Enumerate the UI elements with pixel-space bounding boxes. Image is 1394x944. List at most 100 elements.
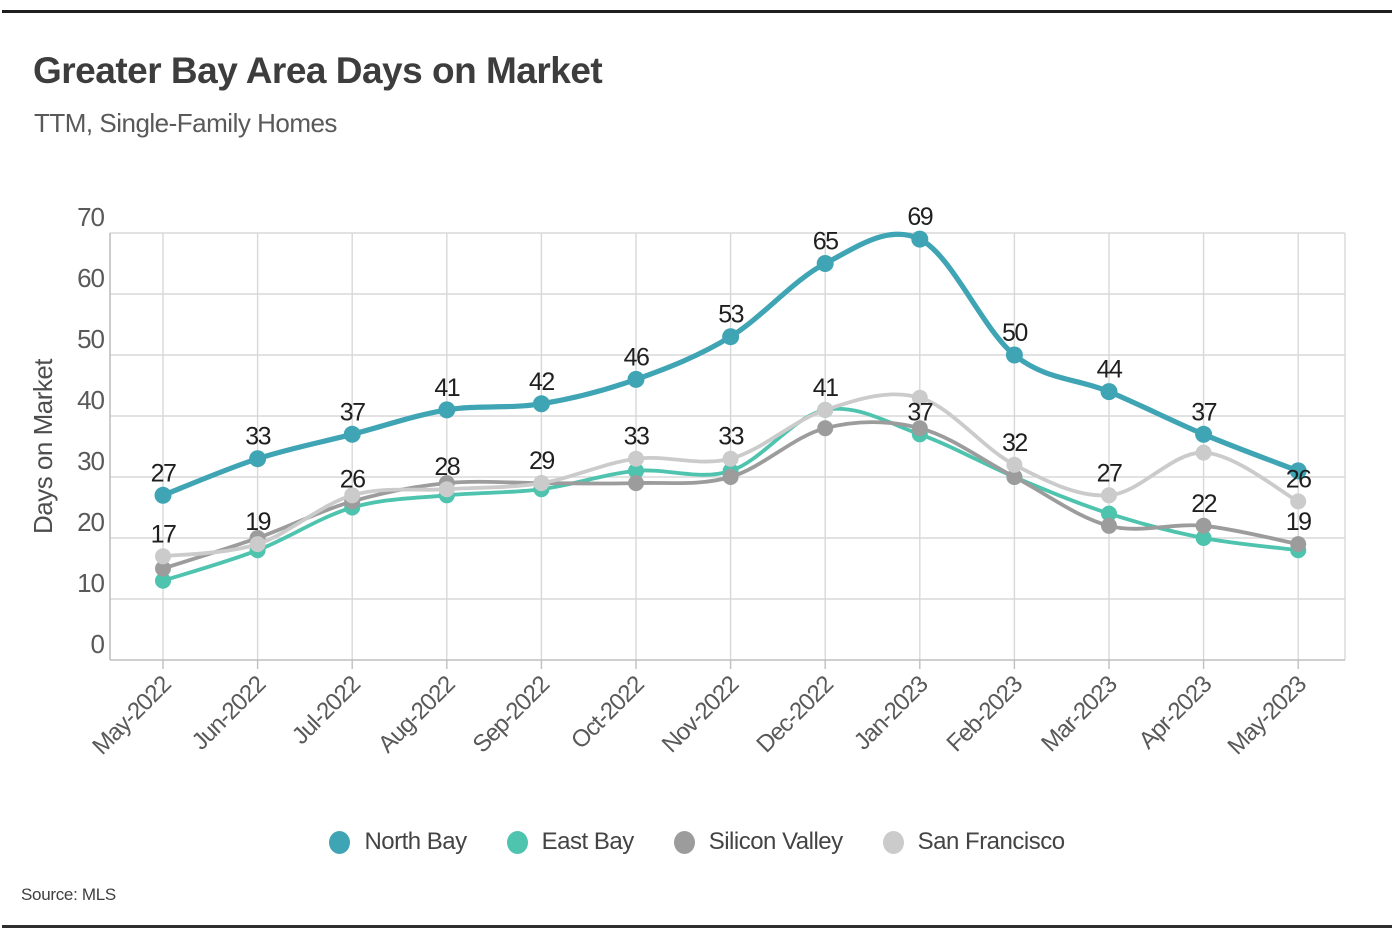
data-label: 44 (1097, 356, 1123, 384)
data-label: 42 (529, 368, 554, 396)
data-point-silicon-valley (722, 469, 739, 485)
data-label: 33 (624, 423, 649, 451)
data-point-east-bay (155, 572, 171, 589)
data-point-san-francisco (1101, 487, 1117, 504)
data-point-north-bay (1195, 425, 1213, 443)
x-tick-label: May-2023 (1223, 671, 1312, 760)
data-point-san-francisco (249, 536, 266, 553)
data-point-east-bay (1195, 530, 1212, 546)
chart-legend: North Bay East Bay Silicon Valley San Franc… (0, 828, 1394, 856)
data-point-north-bay (1005, 346, 1023, 364)
x-tick-label: Feb-2023 (942, 671, 1029, 758)
x-tick-label: Nov-2022 (657, 671, 744, 758)
data-label: 53 (718, 301, 743, 329)
data-point-san-francisco (911, 389, 928, 406)
x-tick-label: Jan-2023 (849, 671, 934, 756)
data-point-east-bay (628, 462, 644, 479)
y-tick-label: 30 (77, 446, 104, 476)
data-label: 17 (151, 520, 176, 548)
data-label: 50 (1002, 319, 1027, 347)
data-point-east-bay (1101, 505, 1117, 522)
data-label: 37 (340, 398, 365, 426)
y-tick-label: 20 (77, 507, 104, 537)
x-tick-label: Apr-2023 (1134, 671, 1218, 755)
legend-swatch-icon (329, 830, 351, 854)
data-label: 46 (624, 343, 649, 371)
page-title: Greater Bay Area Days on Market (33, 50, 603, 91)
legend-label: Silicon Valley (708, 828, 843, 855)
data-point-silicon-valley (817, 420, 834, 437)
data-label: 27 (151, 459, 176, 487)
legend-item-north-bay: North Bay (329, 828, 467, 856)
data-point-san-francisco (533, 475, 550, 492)
data-label: 41 (434, 374, 459, 402)
data-label: 19 (245, 508, 270, 536)
data-label: 37 (907, 398, 932, 426)
legend-label: San Francisco (917, 828, 1065, 855)
data-point-san-francisco (628, 450, 644, 467)
y-tick-label: 60 (77, 263, 104, 293)
data-point-san-francisco (438, 481, 455, 498)
data-point-north-bay (154, 486, 172, 504)
data-point-san-francisco (722, 450, 739, 467)
y-axis-title: Days on Market (28, 358, 58, 534)
data-label: 26 (340, 465, 365, 493)
y-tick-label: 0 (91, 629, 105, 659)
x-tick-label: Jul-2022 (287, 671, 366, 750)
top-border-rule (2, 10, 1392, 13)
legend-item-east-bay: East Bay (506, 828, 635, 856)
y-tick-label: 40 (77, 385, 104, 415)
legend-item-san-francisco: San Francisco (882, 828, 1065, 856)
x-tick-label: Oct-2022 (566, 671, 650, 755)
data-point-san-francisco (1290, 493, 1307, 510)
data-point-silicon-valley (155, 560, 171, 577)
x-tick-label: Dec-2022 (751, 671, 838, 758)
legend-swatch-icon (506, 830, 528, 854)
data-point-san-francisco (155, 548, 171, 565)
data-point-north-bay (249, 450, 267, 468)
data-label: 33 (718, 423, 743, 451)
y-tick-label: 70 (77, 202, 104, 232)
data-point-silicon-valley (628, 475, 644, 492)
x-tick-label: Sep-2022 (468, 671, 555, 758)
data-point-san-francisco (1006, 456, 1023, 473)
data-point-silicon-valley (1006, 469, 1023, 485)
data-point-north-bay (438, 401, 456, 419)
data-point-north-bay (627, 370, 645, 388)
x-tick-label: Mar-2023 (1036, 671, 1123, 758)
x-tick-label: Aug-2022 (373, 671, 460, 758)
data-point-san-francisco (344, 487, 361, 504)
data-label: 32 (1002, 429, 1027, 457)
y-tick-label: 50 (77, 324, 104, 354)
x-tick-label: Jun-2022 (187, 671, 272, 756)
data-label: 28 (434, 453, 459, 481)
data-label: 27 (1097, 459, 1122, 487)
data-point-san-francisco (1195, 444, 1212, 461)
data-point-north-bay (722, 328, 740, 346)
data-point-silicon-valley (1195, 517, 1212, 534)
page-subtitle: TTM, Single-Family Homes (34, 108, 337, 138)
data-point-north-bay (343, 425, 361, 443)
legend-item-silicon-valley: Silicon Valley (673, 828, 843, 856)
x-tick-label: May-2022 (87, 671, 176, 760)
data-label: 69 (907, 203, 932, 231)
data-point-san-francisco (817, 401, 834, 418)
data-point-silicon-valley (911, 420, 928, 437)
data-point-north-bay (911, 230, 929, 248)
data-label: 19 (1286, 508, 1311, 536)
data-label: 37 (1191, 398, 1216, 426)
legend-label: North Bay (364, 828, 467, 855)
legend-label: East Bay (541, 828, 635, 855)
data-label: 26 (1286, 465, 1311, 493)
legend-swatch-icon (882, 830, 904, 854)
y-tick-label: 10 (77, 568, 104, 598)
data-point-north-bay (532, 395, 550, 413)
data-point-north-bay (1289, 462, 1307, 480)
data-point-silicon-valley (1101, 517, 1117, 534)
data-label: 29 (529, 447, 554, 475)
data-label: 33 (245, 423, 270, 451)
data-point-silicon-valley (1290, 536, 1307, 553)
data-point-north-bay (816, 255, 834, 272)
legend-swatch-icon (673, 830, 695, 854)
